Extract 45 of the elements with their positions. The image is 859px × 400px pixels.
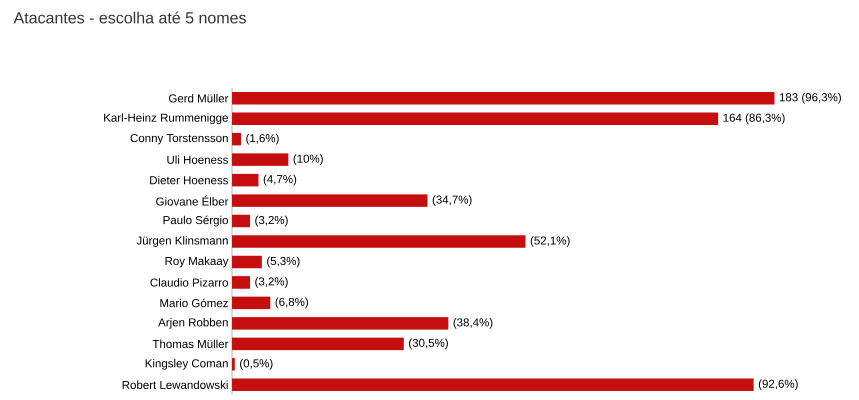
y-tick-label: Dieter Hoeness	[150, 176, 228, 184]
y-tick-label: Kingsley Coman	[146, 358, 228, 370]
data-label: 164 (86,3%)	[724, 113, 785, 124]
y-tick-label: Karl-Heinz Rummenigge	[104, 113, 228, 124]
y-tick-label: Roy Makaay	[166, 256, 228, 268]
data-label: (0,5%)	[240, 358, 273, 370]
y-tick-label: Claudio Pizarro	[150, 278, 228, 287]
bar	[232, 276, 250, 289]
bar	[232, 153, 288, 166]
bar	[232, 338, 404, 350]
data-label: (3,2%)	[255, 277, 288, 288]
y-tick-label: Jürgen Klinsmann	[136, 236, 228, 247]
y-tick-label: Gerd Müller	[168, 94, 228, 102]
bar	[232, 378, 754, 392]
y-tick-label: Robert Lewandowski	[122, 380, 228, 389]
data-label: (4,7%)	[264, 174, 296, 186]
bar	[232, 92, 774, 104]
bar	[232, 132, 242, 146]
y-tick-label: Conny Torstensson	[130, 134, 228, 144]
data-label: (3,2%)	[255, 216, 288, 226]
data-label: (38,4%)	[454, 318, 492, 329]
data-label: (52,1%)	[530, 236, 570, 247]
y-tick-label: Mario Gómez	[160, 298, 228, 308]
bar	[232, 112, 718, 125]
y-tick-label: Giovane Élber	[156, 196, 228, 206]
data-label: (92,6%)	[758, 379, 798, 390]
bar	[232, 235, 526, 248]
bar	[232, 296, 270, 310]
data-label: (30,5%)	[409, 338, 448, 350]
chart-title: Atacantes - escolha até 5 nomes	[14, 12, 246, 24]
data-label: (10%)	[294, 154, 323, 165]
y-tick-label: Uli Hoeness	[167, 155, 228, 164]
data-label: (34,7%)	[432, 195, 472, 206]
bar	[232, 317, 448, 330]
y-tick-label: Arjen Robben	[158, 318, 228, 329]
data-label: (6,8%)	[276, 298, 308, 308]
bar	[232, 194, 428, 207]
bar	[232, 214, 250, 228]
data-label: 183 (96,3%)	[780, 92, 841, 104]
bar	[232, 174, 258, 186]
y-tick-label: Thomas Müller	[152, 340, 228, 348]
bar	[232, 256, 262, 268]
data-label: (5,3%)	[267, 256, 300, 268]
y-tick-label: Paulo Sérgio	[164, 216, 228, 226]
data-label: (1,6%)	[246, 134, 279, 145]
